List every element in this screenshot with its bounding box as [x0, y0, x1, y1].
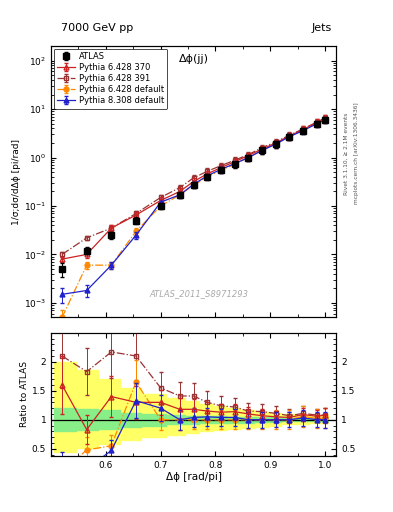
Y-axis label: Ratio to ATLAS: Ratio to ATLAS	[20, 361, 29, 427]
Text: 7000 GeV pp: 7000 GeV pp	[61, 23, 133, 33]
Text: Rivet 3.1.10, ≥ 2.1M events: Rivet 3.1.10, ≥ 2.1M events	[344, 113, 349, 195]
Text: Jets: Jets	[312, 23, 332, 33]
Y-axis label: 1/σ;dσ/dΔϕ [pi/rad]: 1/σ;dσ/dΔϕ [pi/rad]	[12, 139, 21, 225]
Text: Δϕ(jj): Δϕ(jj)	[178, 54, 209, 64]
Text: ATLAS_2011_S8971293: ATLAS_2011_S8971293	[150, 289, 249, 298]
Legend: ATLAS, Pythia 6.428 370, Pythia 6.428 391, Pythia 6.428 default, Pythia 8.308 de: ATLAS, Pythia 6.428 370, Pythia 6.428 39…	[53, 49, 167, 109]
X-axis label: Δϕ [rad/pi]: Δϕ [rad/pi]	[165, 472, 222, 482]
Text: mcplots.cern.ch [arXiv:1306.3436]: mcplots.cern.ch [arXiv:1306.3436]	[354, 103, 359, 204]
